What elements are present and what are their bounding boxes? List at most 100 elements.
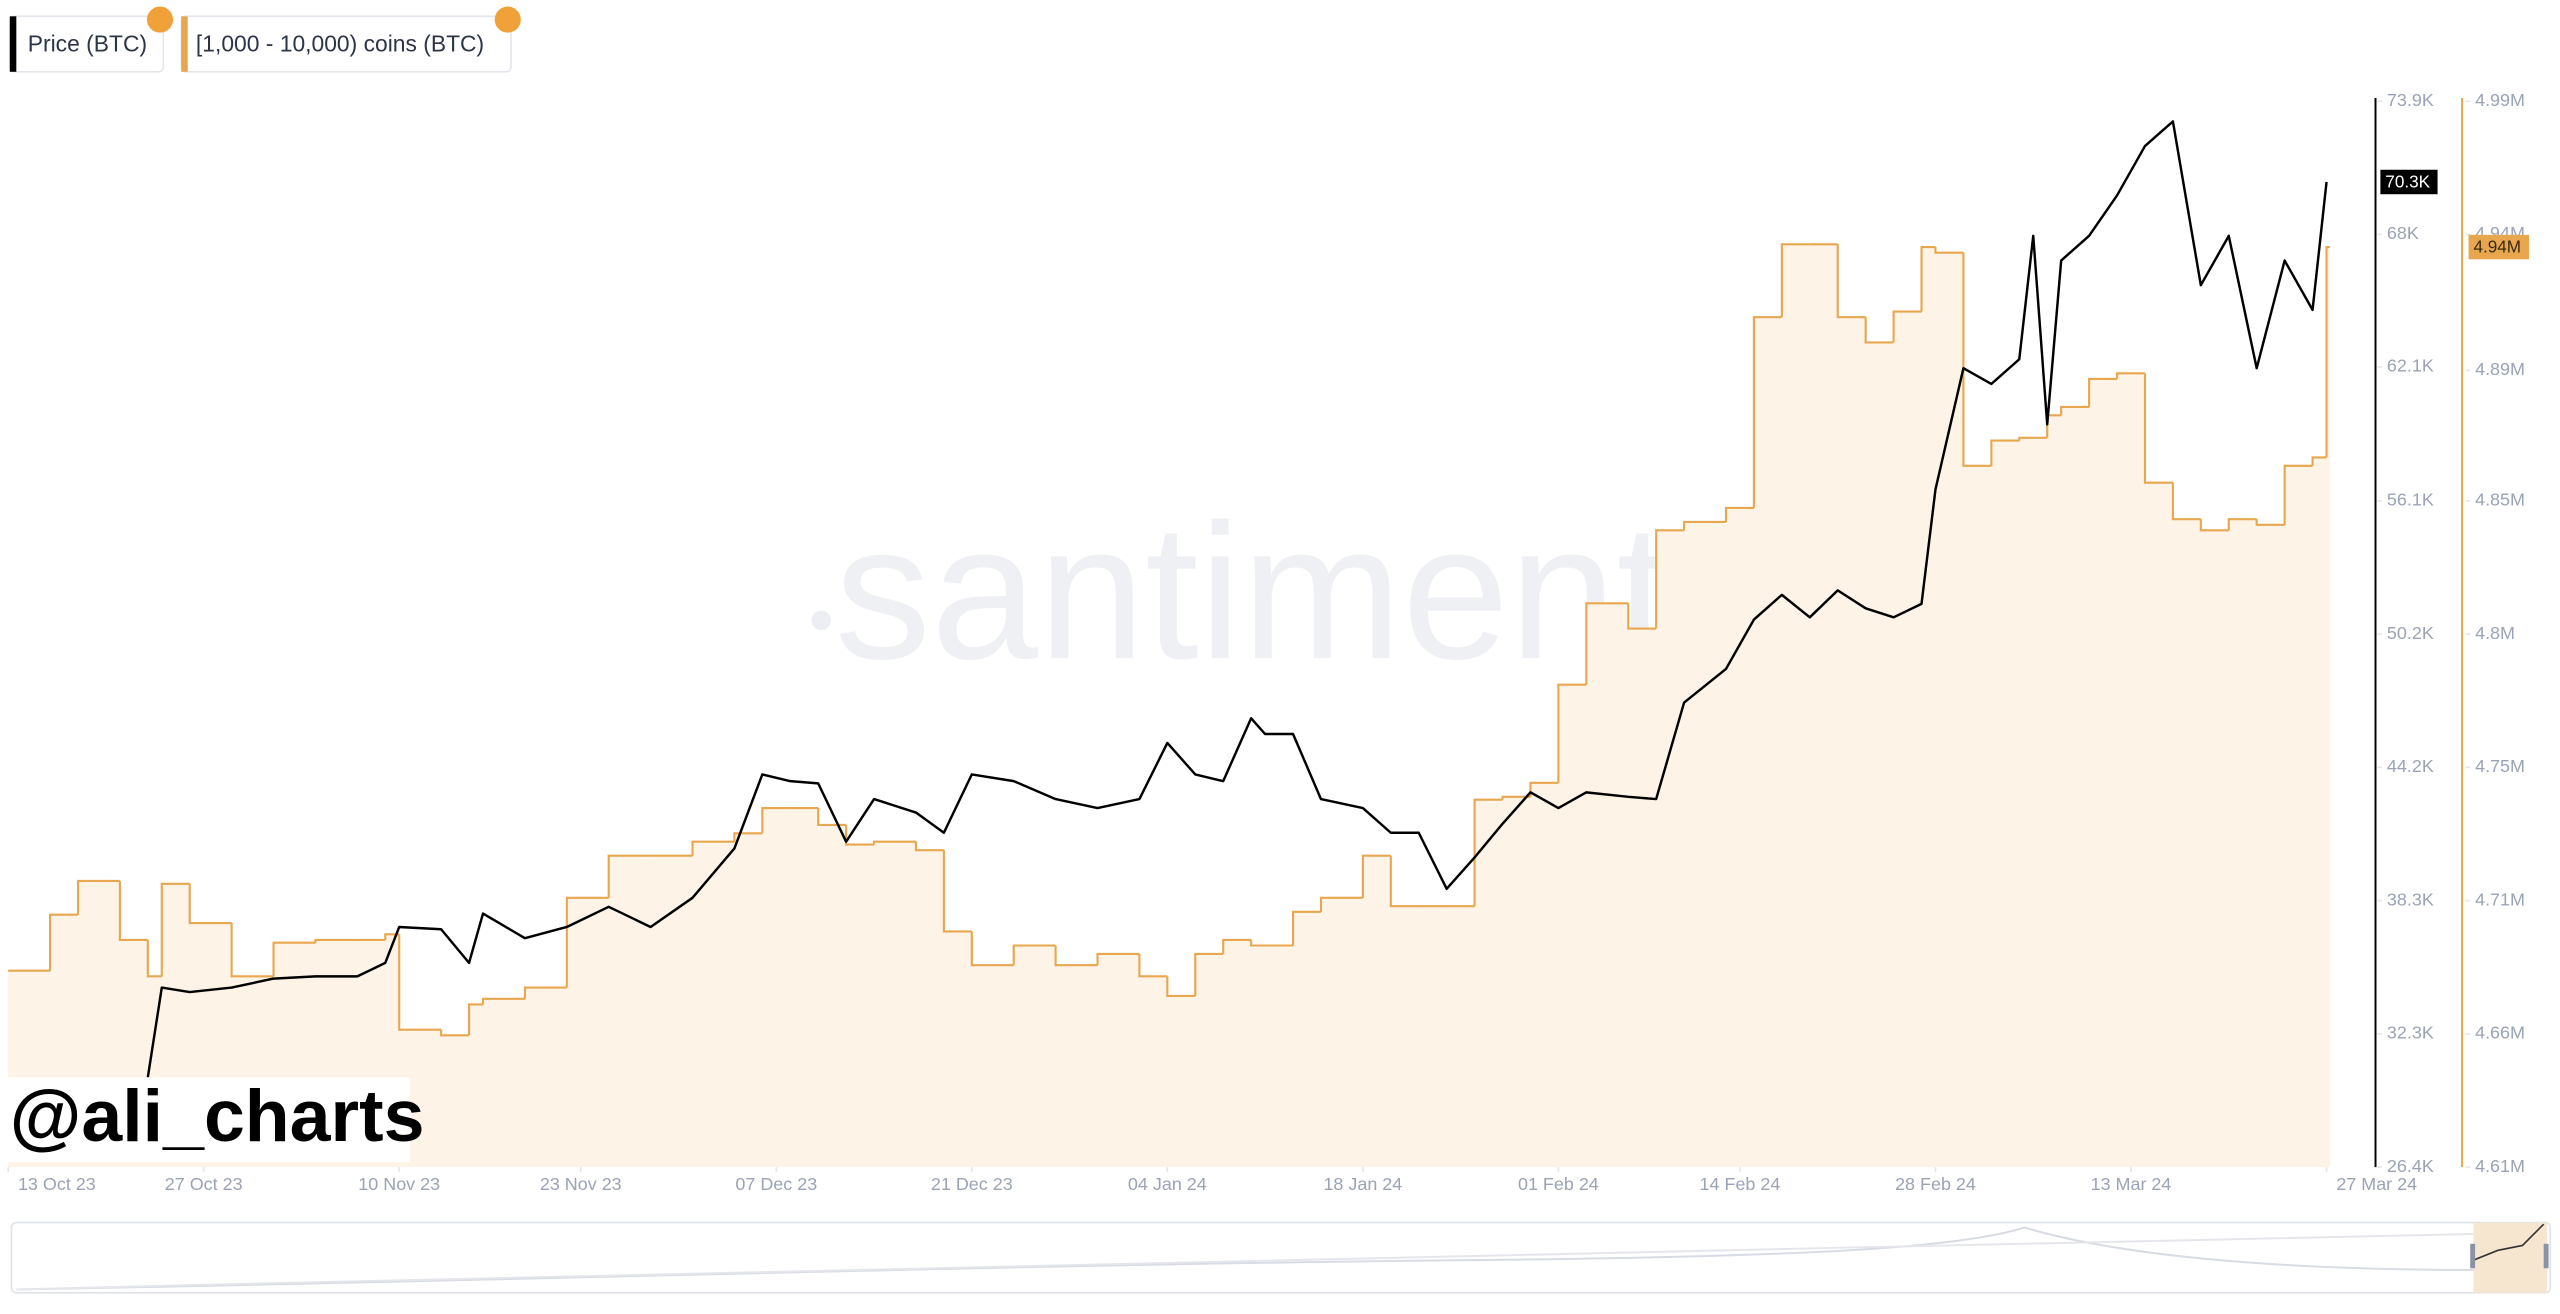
area-step [1251, 945, 1266, 1168]
step-line [1166, 976, 1196, 998]
navigator-handle[interactable] [2470, 1243, 2476, 1269]
area-step [762, 808, 791, 1168]
x-tick-label: 13 Mar 24 [2091, 1174, 2172, 1194]
step-line [1934, 247, 1964, 254]
area-step [2019, 437, 2034, 1168]
area-step [1865, 342, 1895, 1168]
area-step [1055, 965, 1099, 1168]
area-step [1656, 530, 1685, 1168]
area-step [1013, 945, 1057, 1168]
step-line [1501, 795, 1531, 800]
area-step [1753, 317, 1783, 1168]
y2-tick-label: 4.66M [2475, 1023, 2525, 1043]
step-line [2115, 372, 2145, 379]
x-tick-label: 18 Jan 24 [1323, 1174, 1402, 1194]
credit-box [0, 1077, 410, 1163]
legend-swatch [181, 16, 188, 72]
step-line [160, 882, 190, 977]
step-line [2199, 519, 2229, 532]
watermark-dot [811, 610, 832, 631]
coin-icon [146, 6, 174, 33]
navigator-handle[interactable] [2543, 1243, 2549, 1269]
step-line [845, 824, 875, 846]
step-line [2311, 456, 2327, 466]
area-step [1725, 507, 1755, 1168]
x-tick-label: 10 Nov 23 [358, 1174, 440, 1194]
step-line [467, 1003, 484, 1036]
step-line [1138, 953, 1168, 978]
area-step [1502, 796, 1531, 1168]
area-step [2172, 519, 2202, 1168]
x-tick-label: 23 Nov 23 [540, 1174, 622, 1194]
area-step [2326, 247, 2331, 1168]
value-badge [2468, 234, 2529, 260]
series-area [8, 243, 2331, 1168]
area-step [2089, 378, 2118, 1168]
x-tick-label: 01 Feb 24 [1518, 1174, 1599, 1194]
area-step [1139, 976, 1168, 1168]
y-tick-label: 44.2K [2387, 756, 2434, 776]
area-step [2312, 457, 2328, 1168]
area-step [790, 808, 819, 1168]
step-line [2283, 464, 2313, 525]
area-step [1809, 244, 1839, 1168]
y2-tick-label: 4.75M [2475, 756, 2525, 776]
step-line [1892, 310, 1922, 343]
x-tick-label: 13 Oct 23 [18, 1174, 96, 1194]
step-line [1752, 316, 1782, 508]
area-step [1418, 906, 1448, 1168]
area-step [469, 1004, 484, 1168]
area-step [441, 1035, 470, 1168]
area-step [524, 987, 568, 1168]
area-step [1893, 311, 1923, 1168]
step-line [118, 880, 148, 941]
step-line [1222, 938, 1252, 954]
navigator [10, 1221, 2552, 1294]
step-line [2325, 246, 2330, 458]
step-line [942, 850, 972, 933]
y2-tick-label: 4.8M [2475, 623, 2515, 643]
step-line [146, 939, 162, 978]
step-line [230, 923, 274, 978]
area-step [1320, 897, 1364, 1168]
price-line [146, 120, 2328, 1078]
y2-tick-label: 4.85M [2475, 490, 2525, 510]
area-step [1362, 855, 1392, 1168]
step-line [2143, 373, 2173, 484]
area-step [971, 965, 1015, 1168]
area-step [2033, 437, 2048, 1168]
area-step [1628, 628, 1657, 1168]
y2-tick-label: 4.89M [2475, 359, 2525, 379]
step-line [1361, 854, 1391, 898]
step-line [1250, 939, 1266, 947]
area-step [2061, 406, 2090, 1168]
area-step [1935, 252, 1964, 1168]
area-step [650, 855, 693, 1168]
area-step [2228, 519, 2258, 1168]
step-line [970, 931, 1014, 967]
legend-label: [1,000 - 10,000) coins (BTC) [196, 31, 484, 57]
step-line [188, 883, 232, 925]
step-line [2255, 519, 2285, 526]
y-tick-label: 56.1K [2387, 490, 2434, 510]
area-step [818, 824, 847, 1168]
step-line [1627, 603, 1657, 630]
area-step [1837, 317, 1867, 1168]
x-tick-label: 07 Dec 23 [735, 1174, 817, 1194]
y2-tick-label: 4.99M [2475, 90, 2525, 110]
step-line [314, 938, 358, 943]
y-tick-label: 26.4K [2387, 1156, 2434, 1176]
step-line [1990, 439, 2020, 466]
step-line [1319, 896, 1363, 912]
step-line [1473, 798, 1503, 907]
step-line [1962, 252, 1992, 467]
step-line [1724, 506, 1754, 522]
step-line [1864, 317, 1894, 344]
area-step [1963, 465, 1992, 1168]
y-tick-label: 73.9K [2387, 90, 2434, 110]
area-step [1223, 939, 1252, 1168]
area-step [1684, 521, 1727, 1168]
area-step [483, 998, 526, 1168]
area-step [1991, 440, 2020, 1168]
step-line [1291, 910, 1321, 946]
